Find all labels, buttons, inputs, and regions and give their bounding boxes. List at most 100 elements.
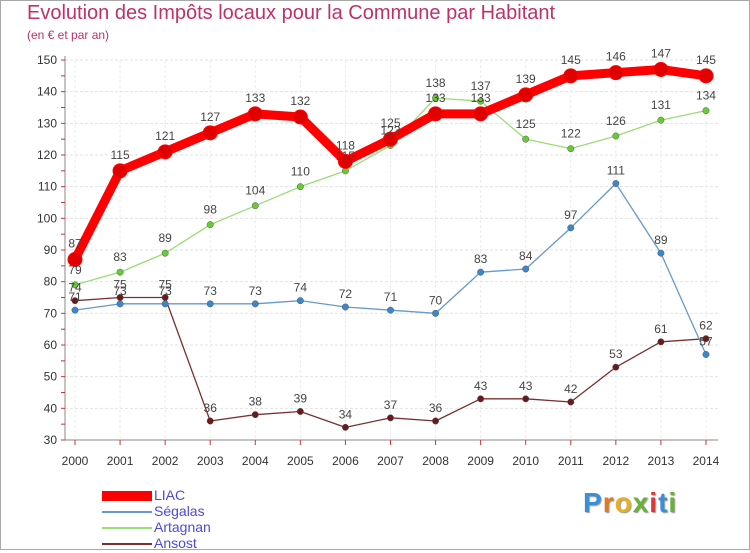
x-tick-label: 2014: [693, 454, 720, 468]
data-label-liac: 146: [606, 50, 626, 64]
x-tick-label: 2011: [558, 454, 584, 468]
data-point-artagnan: [612, 132, 620, 140]
data-label-artagnan: 138: [426, 76, 446, 90]
data-point-artagnan: [522, 135, 530, 143]
data-point-liac: [698, 68, 714, 84]
x-tick-label: 2008: [422, 454, 449, 468]
y-tick-label: 120: [37, 148, 57, 162]
data-point-ansost: [522, 395, 530, 403]
data-point-artagnan: [657, 116, 665, 124]
data-label-ansost: 75: [158, 278, 172, 292]
x-tick-label: 2012: [602, 454, 629, 468]
data-label-artagnan: 79: [68, 263, 82, 277]
y-tick-label: 40: [44, 401, 58, 415]
logo-letter: x: [632, 487, 650, 518]
data-label-liac: 121: [155, 129, 175, 143]
data-point-ségalas: [206, 300, 214, 308]
data-point-artagnan: [206, 221, 214, 229]
x-tick-label: 2009: [467, 454, 494, 468]
x-tick-label: 2004: [242, 454, 269, 468]
data-point-ségalas: [657, 249, 665, 257]
data-label-liac: 115: [110, 148, 129, 162]
data-label-liac: 139: [516, 72, 536, 86]
data-label-liac: 133: [245, 91, 265, 105]
data-point-ségalas: [341, 303, 349, 311]
data-point-artagnan: [296, 183, 304, 191]
data-point-liac: [653, 62, 669, 77]
data-point-ansost: [206, 417, 214, 425]
data-label-artagnan: 110: [291, 165, 310, 179]
x-tick-label: 2005: [287, 454, 314, 468]
legend-label-segalas: Ségalas: [154, 503, 205, 519]
data-point-ségalas: [116, 300, 124, 308]
data-point-artagnan: [477, 97, 485, 105]
y-tick-label: 100: [37, 211, 57, 225]
legend-label-artagnan: Artagnan: [154, 519, 211, 535]
data-point-ansost: [251, 411, 259, 419]
data-point-ansost: [702, 335, 710, 343]
data-label-ansost: 42: [564, 382, 578, 396]
data-point-liac: [337, 153, 353, 169]
data-label-artagnan: 131: [651, 98, 671, 112]
data-label-artagnan: 134: [696, 89, 716, 103]
data-label-ansost: 62: [699, 319, 713, 333]
data-point-ansost: [296, 408, 304, 415]
data-point-liac: [67, 252, 83, 267]
data-label-liac: 125: [380, 116, 400, 130]
data-point-artagnan: [702, 107, 710, 115]
legend-label-ansost: Ansost: [154, 535, 197, 551]
data-label-liac: 147: [651, 47, 671, 61]
x-tick-label: 2001: [107, 454, 134, 468]
logo-letter: r: [602, 487, 615, 518]
y-tick-label: 140: [37, 85, 57, 99]
data-point-artagnan: [116, 268, 124, 276]
data-point-artagnan: [71, 281, 79, 289]
data-label-artagnan: 115: [336, 149, 355, 163]
chart-title: Evolution des Impôts locaux pour la Comm…: [27, 2, 556, 24]
data-label-ségalas: 71: [384, 290, 398, 304]
data-label-ansost: 34: [339, 407, 353, 421]
data-point-ansost: [477, 395, 485, 403]
data-label-liac: 118: [336, 138, 355, 152]
data-label-artagnan: 123: [380, 124, 400, 138]
data-label-artagnan: 98: [204, 203, 218, 217]
data-label-ansost: 74: [68, 281, 82, 295]
data-label-ansost: 39: [294, 392, 308, 406]
legend-swatch-artagnan: [102, 527, 152, 529]
data-label-liac: 145: [696, 53, 716, 67]
data-point-ansost: [432, 417, 440, 425]
data-point-ségalas: [71, 306, 79, 314]
y-tick-label: 90: [44, 243, 58, 257]
data-label-ansost: 43: [519, 379, 533, 393]
data-label-ansost: 36: [429, 401, 443, 415]
data-label-ansost: 38: [249, 395, 263, 409]
data-label-artagnan: 83: [113, 250, 127, 264]
data-label-ségalas: 84: [519, 249, 533, 263]
data-label-ségalas: 83: [474, 252, 488, 266]
data-label-artagnan: 122: [561, 127, 581, 141]
data-point-ansost: [657, 338, 665, 346]
data-point-ansost: [387, 414, 394, 422]
x-tick-label: 2007: [377, 454, 404, 468]
data-point-ansost: [71, 297, 79, 305]
data-label-ansost: 37: [384, 398, 398, 412]
data-label-ségalas: 74: [294, 281, 308, 295]
data-label-liac: 127: [200, 110, 220, 124]
data-label-ansost: 43: [474, 379, 488, 393]
data-point-ségalas: [251, 300, 259, 308]
data-label-ségalas: 73: [204, 284, 218, 298]
data-point-liac: [518, 87, 534, 103]
y-tick-label: 70: [44, 306, 58, 320]
y-tick-label: 30: [44, 433, 58, 447]
data-point-liac: [202, 125, 218, 141]
data-label-ségalas: 111: [607, 164, 626, 178]
data-label-ségalas: 70: [429, 293, 443, 307]
legend-swatch-segalas: [102, 511, 152, 513]
data-point-artagnan: [432, 94, 440, 102]
data-point-ansost: [612, 363, 620, 371]
logo-letter: t: [658, 487, 669, 518]
data-label-liac: 133: [426, 91, 446, 105]
data-label-ansost: 61: [654, 322, 668, 336]
data-label-artagnan: 137: [471, 79, 491, 93]
